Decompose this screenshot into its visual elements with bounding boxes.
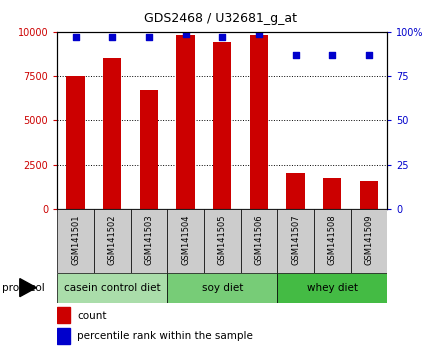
Text: protocol: protocol (2, 282, 45, 293)
Bar (57, 273, 167, 303)
Text: GSM141501: GSM141501 (71, 214, 80, 265)
Polygon shape (20, 279, 37, 297)
Point (145, 34, 152, 40)
Bar (241, 209, 277, 273)
Bar (94, 209, 131, 273)
Bar (167, 273, 277, 303)
Point (219, 34, 226, 40)
Point (365, 52, 372, 58)
Text: GSM141502: GSM141502 (108, 214, 117, 265)
Bar (351, 209, 387, 273)
Bar (277, 273, 387, 303)
Bar (57, 209, 94, 273)
Point (329, 52, 336, 58)
Point (292, 52, 299, 58)
Bar (57, 328, 70, 344)
Text: GSM141504: GSM141504 (181, 214, 190, 265)
Bar (323, 178, 341, 209)
Text: casein control diet: casein control diet (64, 282, 161, 293)
Text: GSM141509: GSM141509 (364, 214, 374, 265)
Text: count: count (77, 310, 106, 321)
Bar (277, 209, 314, 273)
Bar (103, 58, 121, 209)
Bar (213, 42, 231, 209)
Point (109, 34, 116, 40)
Text: percentile rank within the sample: percentile rank within the sample (77, 331, 253, 341)
Point (182, 31, 189, 36)
Bar (250, 34, 268, 209)
Text: GSM141506: GSM141506 (254, 214, 264, 265)
Bar (176, 35, 195, 209)
Text: GDS2468 / U32681_g_at: GDS2468 / U32681_g_at (143, 12, 297, 25)
Bar (140, 90, 158, 209)
Text: GSM141505: GSM141505 (218, 214, 227, 265)
Bar (131, 209, 167, 273)
Text: soy diet: soy diet (202, 282, 243, 293)
Text: GSM141508: GSM141508 (328, 214, 337, 265)
Bar (204, 209, 241, 273)
Point (255, 31, 262, 36)
Bar (66, 76, 85, 209)
Bar (57, 307, 70, 324)
Text: whey diet: whey diet (307, 282, 358, 293)
Bar (360, 181, 378, 209)
Text: GSM141503: GSM141503 (144, 214, 154, 265)
Bar (167, 209, 204, 273)
Bar (314, 209, 351, 273)
Bar (286, 173, 305, 209)
Text: GSM141507: GSM141507 (291, 214, 300, 265)
Point (72, 34, 79, 40)
